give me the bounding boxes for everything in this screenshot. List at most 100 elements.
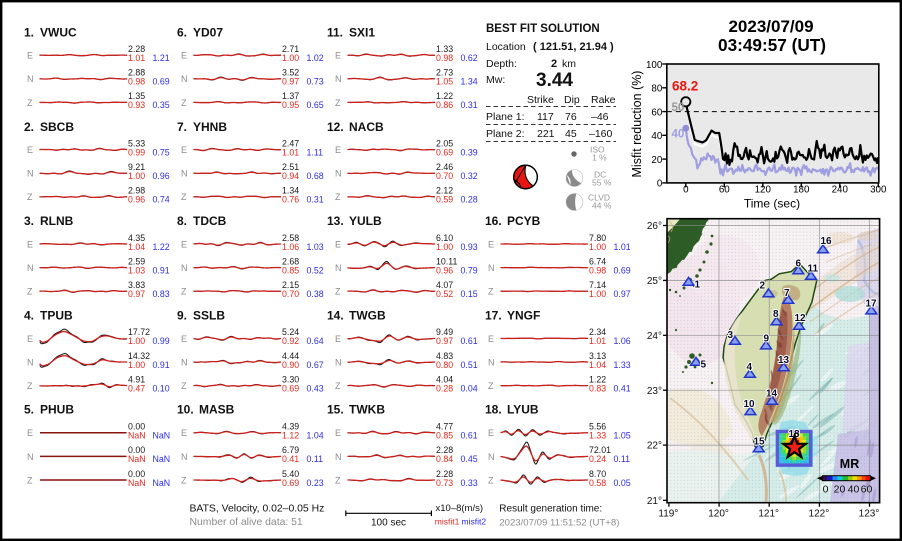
- svg-text:2.12: 2.12: [436, 186, 453, 196]
- svg-text:14.32: 14.32: [128, 351, 150, 361]
- svg-text:6.10: 6.10: [436, 233, 453, 243]
- svg-text:1.: 1.: [24, 26, 34, 40]
- svg-text:0.70: 0.70: [282, 289, 299, 299]
- svg-text:0.97: 0.97: [614, 289, 631, 299]
- svg-text:0.69: 0.69: [614, 265, 631, 275]
- svg-text:4.83: 4.83: [436, 351, 453, 361]
- svg-text:5.24: 5.24: [282, 327, 299, 337]
- svg-text:km: km: [562, 58, 576, 70]
- svg-text:1.00: 1.00: [436, 242, 453, 252]
- svg-text:0.74: 0.74: [153, 195, 170, 205]
- svg-text:MR: MR: [840, 457, 859, 471]
- svg-text:0.59: 0.59: [436, 195, 453, 205]
- svg-text:1.34: 1.34: [282, 186, 299, 196]
- svg-text:0.32: 0.32: [461, 171, 478, 181]
- svg-text:Time (sec): Time (sec): [744, 197, 800, 211]
- svg-text:N: N: [335, 169, 342, 179]
- svg-text:2.: 2.: [24, 120, 34, 134]
- svg-text:0.43: 0.43: [307, 383, 324, 393]
- svg-text:E: E: [181, 239, 187, 249]
- svg-text:17.72: 17.72: [128, 327, 150, 337]
- svg-text:Z: Z: [488, 381, 494, 391]
- svg-text:Number of alive data: 51: Number of alive data: 51: [190, 517, 303, 528]
- svg-text:E: E: [181, 428, 187, 438]
- svg-text:0.91: 0.91: [153, 265, 170, 275]
- svg-text:8.: 8.: [177, 214, 187, 228]
- svg-text:0: 0: [657, 179, 663, 190]
- svg-text:2.58: 2.58: [282, 233, 299, 243]
- svg-text:122°: 122°: [809, 509, 830, 520]
- svg-text:N: N: [27, 357, 34, 367]
- svg-text:20: 20: [651, 155, 662, 166]
- svg-text:0: 0: [683, 185, 689, 196]
- svg-text:10.: 10.: [177, 403, 194, 417]
- svg-text:0.41: 0.41: [614, 383, 631, 393]
- svg-text:E: E: [335, 428, 341, 438]
- svg-text:1: 1: [695, 280, 701, 291]
- svg-text:SXI1: SXI1: [349, 26, 375, 40]
- svg-text:1.00: 1.00: [128, 171, 145, 181]
- svg-text:0.33: 0.33: [461, 478, 478, 488]
- svg-text:1.22: 1.22: [153, 242, 170, 252]
- svg-text:N: N: [181, 263, 188, 273]
- svg-text:4.91: 4.91: [128, 374, 145, 384]
- svg-text:E: E: [181, 51, 187, 61]
- svg-text:50: 50: [672, 102, 685, 114]
- svg-text:2.59: 2.59: [128, 256, 145, 266]
- svg-text:Z: Z: [488, 287, 494, 297]
- svg-text:123°: 123°: [859, 509, 880, 520]
- svg-text:0.73: 0.73: [436, 478, 453, 488]
- svg-text:03:49:57 (UT): 03:49:57 (UT): [718, 35, 826, 55]
- svg-text:76: 76: [565, 111, 577, 123]
- svg-text:0.69: 0.69: [153, 77, 170, 87]
- svg-text:20: 20: [834, 484, 846, 496]
- svg-text:1.02: 1.02: [307, 53, 324, 63]
- svg-text:E: E: [27, 239, 33, 249]
- svg-text:11.: 11.: [327, 26, 343, 40]
- svg-text:VWUC: VWUC: [40, 26, 77, 40]
- svg-text:Z: Z: [181, 192, 187, 202]
- svg-text:E: E: [488, 428, 494, 438]
- svg-text:E: E: [27, 51, 33, 61]
- svg-text:3.44: 3.44: [536, 70, 573, 91]
- svg-text:misfit1: misfit1: [435, 517, 460, 527]
- svg-text:16: 16: [821, 236, 833, 247]
- svg-text:5: 5: [701, 360, 707, 371]
- svg-text:CLVD: CLVD: [588, 193, 610, 203]
- svg-text:2023/07/09: 2023/07/09: [728, 17, 813, 36]
- svg-text:N: N: [488, 452, 495, 462]
- svg-text:5.40: 5.40: [282, 469, 299, 479]
- svg-text:1.22: 1.22: [589, 374, 606, 384]
- svg-text:15: 15: [754, 437, 766, 448]
- svg-text:0.62: 0.62: [461, 53, 478, 63]
- svg-text:0.84: 0.84: [436, 454, 453, 464]
- svg-text:6.: 6.: [177, 26, 187, 40]
- svg-text:E: E: [27, 145, 33, 155]
- svg-text:N: N: [181, 452, 188, 462]
- svg-text:PCYB: PCYB: [507, 214, 541, 228]
- svg-text:0.80: 0.80: [436, 360, 453, 370]
- svg-text:1 %: 1 %: [592, 153, 607, 163]
- svg-text:0.69: 0.69: [282, 383, 299, 393]
- svg-text:8: 8: [773, 309, 779, 320]
- svg-text:0.28: 0.28: [461, 195, 478, 205]
- svg-text:2.71: 2.71: [282, 44, 299, 54]
- svg-text:1.04: 1.04: [128, 242, 145, 252]
- svg-text:1.11: 1.11: [307, 147, 324, 157]
- svg-text:0.96: 0.96: [153, 171, 170, 181]
- svg-text:N: N: [27, 452, 34, 462]
- svg-text:0.95: 0.95: [282, 100, 299, 110]
- svg-text:2.28: 2.28: [436, 445, 453, 455]
- svg-text:18.: 18.: [485, 403, 502, 417]
- svg-text:1.22: 1.22: [436, 91, 453, 101]
- svg-text:misfit2: misfit2: [462, 517, 487, 527]
- svg-text:E: E: [335, 145, 341, 155]
- svg-text:60: 60: [719, 185, 730, 196]
- svg-text:0.04: 0.04: [461, 383, 478, 393]
- svg-text:120: 120: [755, 185, 772, 196]
- svg-text:6.74: 6.74: [589, 256, 606, 266]
- svg-text:55 %: 55 %: [592, 178, 612, 188]
- svg-text:121°: 121°: [758, 509, 779, 520]
- svg-text:240: 240: [832, 185, 849, 196]
- svg-text:0.75: 0.75: [153, 147, 170, 157]
